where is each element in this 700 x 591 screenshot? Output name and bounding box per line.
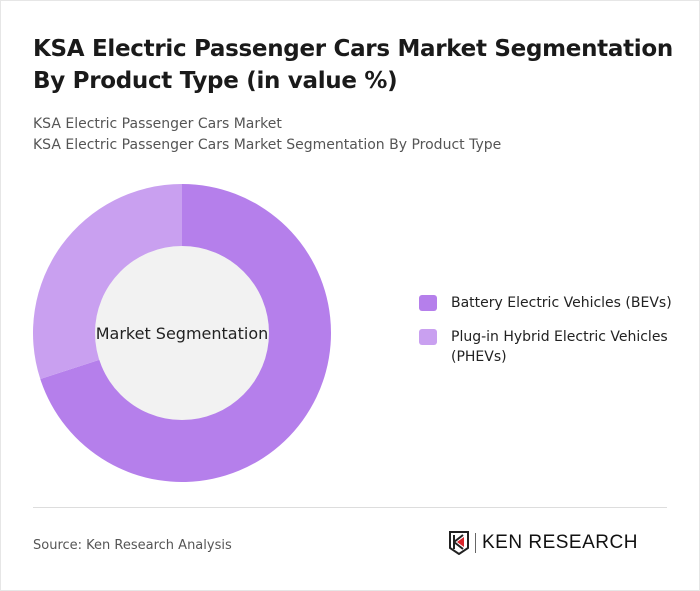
legend: Battery Electric Vehicles (BEVs) Plug-in…: [419, 293, 689, 381]
ken-shield-icon: [449, 531, 469, 555]
donut-hole: [95, 246, 269, 420]
source-note: Source: Ken Research Analysis: [33, 538, 232, 553]
legend-swatch-phev: [419, 329, 437, 345]
legend-label-phev: Plug-in Hybrid Electric Vehicles (PHEVs): [451, 329, 668, 365]
logo-text: KEN RESEARCH: [475, 533, 638, 553]
donut-chart: Market Segmentation: [32, 184, 332, 482]
subtitle-segmentation: KSA Electric Passenger Cars Market Segme…: [33, 137, 502, 153]
chart-title: KSA Electric Passenger Cars Market Segme…: [33, 36, 673, 94]
footer-divider: [33, 507, 667, 508]
legend-swatch-bev: [419, 295, 437, 311]
center-label: Market Segmentation: [96, 324, 269, 343]
ken-research-logo: KEN RESEARCH: [449, 531, 638, 555]
legend-item-bev[interactable]: Battery Electric Vehicles (BEVs): [419, 293, 689, 313]
legend-label-bev: Battery Electric Vehicles (BEVs): [451, 295, 672, 311]
legend-item-phev[interactable]: Plug-in Hybrid Electric Vehicles (PHEVs): [419, 327, 689, 367]
subtitle-market: KSA Electric Passenger Cars Market: [33, 116, 282, 132]
